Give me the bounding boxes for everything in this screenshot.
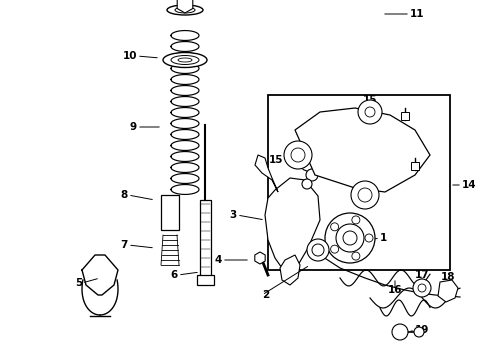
Polygon shape	[280, 255, 300, 285]
Circle shape	[352, 216, 360, 224]
Circle shape	[306, 169, 318, 181]
Circle shape	[284, 141, 312, 169]
Circle shape	[351, 181, 379, 209]
Text: 15: 15	[363, 95, 377, 105]
Circle shape	[291, 148, 305, 162]
Ellipse shape	[312, 244, 324, 256]
Text: 1: 1	[380, 233, 387, 243]
Ellipse shape	[325, 213, 375, 263]
Text: 7: 7	[121, 240, 128, 250]
Text: 16: 16	[388, 285, 402, 295]
Circle shape	[331, 245, 339, 253]
Ellipse shape	[178, 58, 192, 62]
Text: 11: 11	[410, 9, 424, 19]
Bar	[161, 195, 179, 230]
Circle shape	[413, 279, 431, 297]
Text: 19: 19	[415, 325, 429, 335]
Polygon shape	[295, 108, 430, 192]
Ellipse shape	[336, 224, 364, 252]
Polygon shape	[255, 155, 278, 192]
Circle shape	[392, 324, 408, 340]
Text: 15: 15	[269, 155, 283, 165]
Circle shape	[365, 107, 375, 117]
Polygon shape	[265, 178, 320, 268]
Ellipse shape	[167, 5, 203, 15]
Circle shape	[418, 284, 426, 292]
Circle shape	[302, 179, 312, 189]
Circle shape	[300, 155, 316, 171]
Text: 13: 13	[330, 170, 344, 180]
Ellipse shape	[307, 239, 329, 261]
Ellipse shape	[175, 7, 195, 13]
Bar	[196, 275, 214, 285]
Text: 17: 17	[415, 270, 429, 280]
Circle shape	[358, 100, 382, 124]
Text: 18: 18	[441, 272, 455, 282]
Circle shape	[358, 188, 372, 202]
Text: 14: 14	[462, 180, 477, 190]
Bar	[199, 200, 211, 280]
Text: 9: 9	[130, 122, 137, 132]
Polygon shape	[305, 148, 360, 175]
Ellipse shape	[171, 55, 199, 64]
Circle shape	[352, 252, 360, 260]
Text: 3: 3	[230, 210, 237, 220]
Circle shape	[331, 223, 339, 231]
Polygon shape	[438, 280, 458, 302]
Ellipse shape	[343, 231, 357, 245]
Ellipse shape	[163, 53, 207, 68]
Circle shape	[414, 327, 424, 337]
Text: 5: 5	[75, 278, 82, 288]
Bar	[401, 112, 409, 120]
Text: 12: 12	[400, 155, 415, 165]
Bar	[268, 95, 450, 270]
Bar	[411, 162, 419, 170]
Text: 15: 15	[356, 235, 370, 245]
Text: 6: 6	[171, 270, 178, 280]
Text: 8: 8	[121, 190, 128, 200]
Text: 10: 10	[122, 51, 137, 61]
Text: 4: 4	[215, 255, 222, 265]
Text: 2: 2	[262, 290, 269, 300]
Circle shape	[365, 234, 373, 242]
